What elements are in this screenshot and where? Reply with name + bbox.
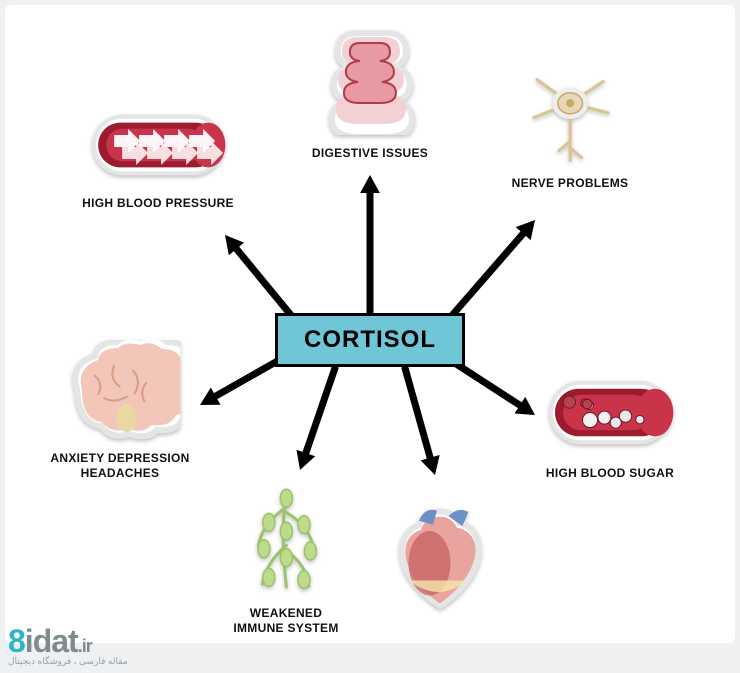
node-pressure: HIGH BLOOD PRESSURE	[82, 105, 234, 211]
pressure-label: HIGH BLOOD PRESSURE	[82, 196, 234, 211]
sugar-label: HIGH BLOOD SUGAR	[545, 466, 675, 481]
watermark-logo-main: idat	[25, 623, 78, 659]
node-heart	[388, 500, 493, 626]
watermark-logo-suffix: .ir	[78, 636, 92, 656]
immune-icon	[233, 485, 338, 600]
immune-label: WEAKENED IMMUNE SYSTEM	[233, 606, 338, 636]
watermark-sub: مقاله فارسی ، فروشگاه دیجیتال	[8, 656, 128, 667]
center-label: CORTISOL	[275, 313, 465, 367]
watermark: 8idat.ir مقاله فارسی ، فروشگاه دیجیتال	[8, 623, 128, 667]
nerve-icon	[512, 70, 629, 170]
node-nerve: NERVE PROBLEMS	[512, 70, 629, 191]
center-text: CORTISOL	[304, 326, 436, 353]
digestive-icon	[312, 25, 428, 140]
node-sugar: HIGH BLOOD SUGAR	[545, 370, 675, 481]
watermark-logo: 8idat.ir	[8, 623, 128, 660]
digestive-label: DIGESTIVE ISSUES	[312, 146, 428, 161]
node-immune: WEAKENED IMMUNE SYSTEM	[233, 485, 338, 636]
watermark-logo-accent: 8	[8, 623, 25, 659]
node-digestive: DIGESTIVE ISSUES	[312, 25, 428, 161]
heart-icon	[388, 500, 493, 620]
nerve-label: NERVE PROBLEMS	[512, 176, 629, 191]
arrow	[0, 0, 1, 1]
node-anxiety: ANXIETY DEPRESSION HEADACHES	[50, 340, 189, 481]
anxiety-label: ANXIETY DEPRESSION HEADACHES	[50, 451, 189, 481]
anxiety-icon	[50, 340, 189, 445]
pressure-icon	[82, 105, 234, 190]
sugar-icon	[545, 370, 675, 460]
